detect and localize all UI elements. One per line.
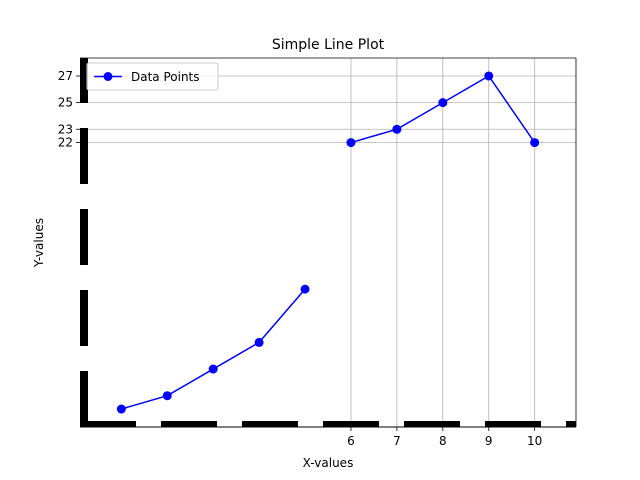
legend-marker-icon: [103, 72, 113, 81]
x-axis-label: X-values: [303, 456, 354, 470]
x-tick-label: 7: [393, 434, 401, 448]
data-point-marker: [208, 364, 218, 374]
axes-spines: [80, 57, 577, 428]
y-axis-label: Y-values: [32, 218, 46, 268]
x-tick-label: 8: [439, 434, 447, 448]
y-tick-label: 22: [58, 136, 73, 150]
data-point-marker: [300, 284, 310, 294]
data-point-marker: [116, 404, 126, 414]
legend: Data Points: [86, 62, 219, 91]
legend-entry-data-points: Data Points: [131, 70, 200, 84]
data-point-marker: [484, 71, 494, 81]
legend-frame: [86, 62, 219, 91]
data-point-marker: [346, 138, 356, 148]
x-grid: [350, 58, 536, 427]
chart-title: Simple Line Plot: [272, 37, 385, 53]
data-point-marker: [254, 337, 264, 347]
data-point-marker: [392, 124, 402, 134]
y-tick-label: 25: [58, 96, 73, 110]
plot-area: [80, 58, 576, 427]
x-axis-ticks: 6 7 8 9 10: [347, 427, 542, 448]
data-point-marker: [438, 98, 448, 108]
data-point-marker: [530, 138, 540, 148]
x-tick-label: 10: [527, 434, 542, 448]
x-tick-label: 6: [347, 434, 355, 448]
y-tick-label: 23: [58, 122, 73, 136]
y-tick-label: 27: [58, 69, 73, 83]
data-point-marker: [162, 391, 172, 401]
x-tick-label: 9: [485, 434, 493, 448]
series-layer: [116, 71, 540, 414]
